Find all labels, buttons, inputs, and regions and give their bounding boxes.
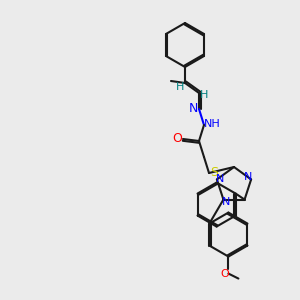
Text: N: N xyxy=(216,174,224,184)
Text: H: H xyxy=(176,82,184,92)
Text: N: N xyxy=(188,101,198,115)
Text: H: H xyxy=(200,90,208,100)
Text: O: O xyxy=(172,133,182,146)
Text: O: O xyxy=(220,268,229,279)
Text: S: S xyxy=(210,166,218,178)
Text: N: N xyxy=(244,172,252,182)
Text: NH: NH xyxy=(204,119,220,129)
Text: N: N xyxy=(222,196,231,207)
